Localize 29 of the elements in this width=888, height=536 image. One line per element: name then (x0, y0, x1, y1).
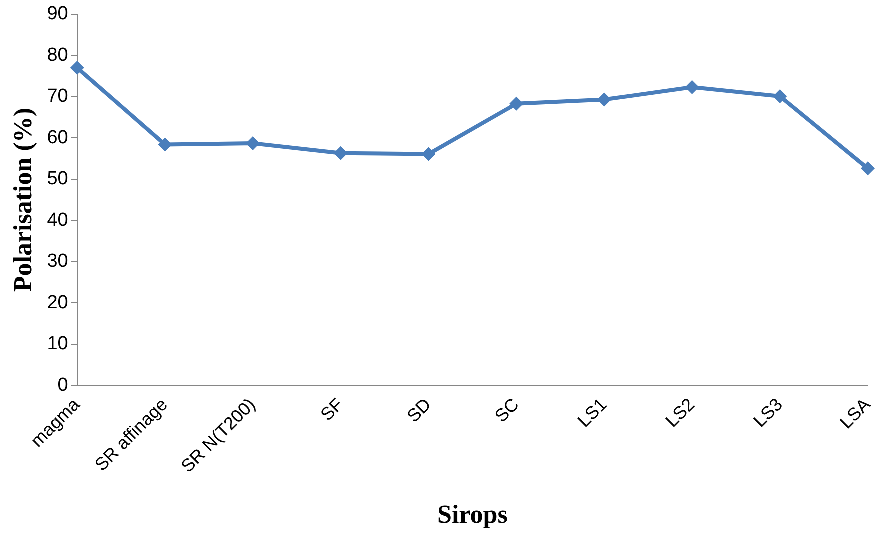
y-tick-label: 70 (47, 86, 68, 108)
point (158, 138, 172, 152)
point (70, 61, 84, 76)
y-tick-label: 0 (58, 374, 68, 396)
x-tick-label: SD (403, 394, 436, 426)
y-tick-label: 50 (47, 168, 68, 190)
x-tick-label: LS2 (662, 394, 699, 432)
point (773, 89, 788, 104)
y-axis-title: Polarisation (%) (8, 108, 38, 292)
point (597, 92, 612, 107)
x-tick-label: LS1 (574, 394, 611, 432)
point (246, 136, 260, 151)
point (861, 162, 875, 176)
y-tick-label: 60 (47, 127, 68, 148)
x-axis-title: Sirops (437, 500, 508, 530)
x-tick-label: LS3 (750, 394, 786, 432)
y-tick-label: 90 (47, 4, 68, 25)
x-tick-label: LSA (836, 394, 874, 433)
y-tick-label: 80 (47, 44, 68, 66)
point (685, 80, 700, 94)
y-tick-label: 30 (47, 251, 68, 272)
x-tick-label: SF (316, 394, 348, 425)
point (510, 96, 524, 111)
point (422, 147, 436, 162)
y-tick-label: 10 (47, 334, 68, 355)
y-tick-label: 40 (47, 210, 68, 231)
point (334, 146, 348, 160)
y-tick-label: 20 (47, 292, 68, 314)
x-tick-label: SC (491, 394, 523, 426)
